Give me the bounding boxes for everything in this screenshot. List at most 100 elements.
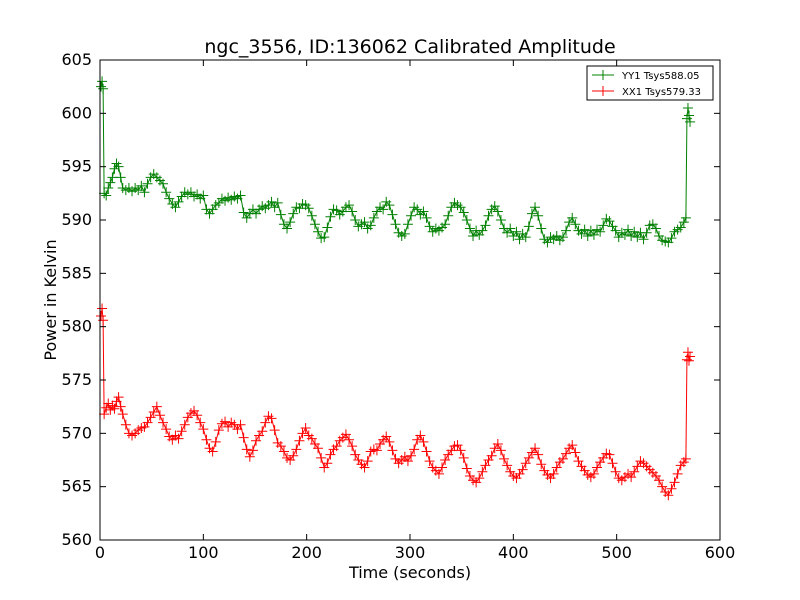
data-point-marker (198, 190, 209, 201)
legend-entries: YY1 Tsys588.05 XX1 Tsys579.33 (592, 70, 701, 98)
data-point-marker (158, 417, 169, 428)
data-point-marker (173, 433, 184, 444)
data-point-marker (461, 463, 472, 474)
data-point-marker (421, 446, 432, 457)
data-point-marker (520, 232, 531, 243)
data-point-marker (632, 461, 643, 472)
data-point-marker (399, 228, 410, 239)
data-point-marker (275, 441, 286, 452)
legend-box (586, 65, 714, 101)
data-point-marker (533, 210, 544, 221)
data-point-marker (238, 207, 249, 218)
data-point-marker (582, 231, 593, 241)
data-point-marker (542, 237, 553, 248)
ticks-layer: 0 100 200 300 400 500 600 560 565 570 575 580 585 590… (61, 50, 735, 562)
x-tick-label: 100 (188, 543, 219, 562)
data-point-marker (350, 215, 361, 225)
data-point-marker (551, 462, 562, 473)
data-point-marker (418, 436, 429, 447)
data-point-marker (247, 445, 258, 456)
data-point-marker (97, 303, 108, 314)
data-point-marker (650, 223, 661, 234)
data-point-marker (610, 225, 621, 236)
y-tick-label: 565 (61, 477, 92, 496)
data-point-marker (607, 458, 618, 469)
data-point-marker (511, 226, 522, 237)
data-point-marker (210, 436, 221, 447)
data-point-marker (567, 440, 578, 451)
y-tick-label: 600 (61, 103, 92, 122)
legend-swatch-marker (598, 86, 608, 96)
data-point-marker (158, 178, 169, 189)
data-point-marker (387, 445, 398, 456)
data-point-marker (592, 462, 603, 473)
data-point-marker (288, 208, 299, 219)
data-point-marker (402, 456, 413, 467)
data-point-marker (101, 190, 112, 201)
data-point-marker (109, 163, 120, 174)
data-point-marker (350, 449, 361, 460)
data-point-marker (461, 215, 472, 225)
data-point-marker (669, 477, 680, 488)
data-point-marker (492, 439, 503, 449)
data-point-marker (319, 232, 330, 243)
data-point-marker (570, 219, 581, 230)
data-point-marker (483, 210, 494, 221)
data-point-marker (170, 202, 181, 213)
data-point-marker (192, 410, 203, 421)
data-point-marker (111, 396, 122, 407)
data-point-marker (309, 219, 320, 230)
data-point-marker (340, 429, 351, 440)
data-point-marker (368, 212, 379, 223)
data-point-marker (440, 455, 451, 465)
data-point-marker (145, 412, 156, 423)
x-tick-label: 600 (705, 543, 736, 562)
data-point-marker (238, 432, 249, 443)
data-point-marker (570, 447, 581, 458)
data-point-marker (288, 450, 299, 461)
data-point-marker (530, 443, 541, 454)
y-tick-label: 560 (61, 530, 92, 549)
data-point-marker (406, 450, 417, 461)
data-point-marker (151, 401, 162, 412)
data-point-marker (684, 355, 694, 366)
data-point-marker (520, 458, 531, 469)
data-point-marker (523, 221, 534, 232)
data-point-marker (115, 401, 126, 412)
data-point-marker (495, 445, 506, 456)
legend-label: XX1 Tsys579.33 (622, 87, 701, 98)
x-tick-label: 0 (95, 543, 105, 562)
data-point-marker (536, 223, 547, 234)
data-point-marker (654, 475, 665, 486)
y-tick-label: 575 (61, 370, 92, 389)
data-point-marker (421, 212, 432, 223)
data-point-marker (663, 490, 674, 501)
data-point-marker (294, 435, 305, 446)
data-point-marker (322, 222, 333, 233)
data-point-marker (672, 468, 683, 479)
data-point-marker (220, 416, 231, 427)
data-point-marker (402, 219, 413, 230)
data-point-marker (514, 234, 525, 245)
data-point-marker (344, 200, 355, 211)
data-point-marker (325, 211, 336, 222)
data-point-marker (251, 435, 262, 446)
data-point-marker (96, 311, 107, 321)
data-point-marker (198, 424, 209, 435)
legend-swatch-marker (598, 70, 608, 80)
x-axis-label: Time (seconds) (348, 563, 471, 582)
data-point-marker (561, 448, 572, 459)
data-point-marker (344, 434, 355, 445)
x-tick-label: 200 (291, 543, 322, 562)
data-point-marker (142, 417, 153, 428)
data-point-marker (557, 232, 568, 243)
data-point-marker (313, 226, 324, 237)
data-point-marker (316, 452, 327, 463)
data-point-marker (604, 449, 615, 460)
data-point-marker (139, 187, 150, 198)
data-point-marker (142, 178, 153, 189)
legend-label: YY1 Tsys588.05 (621, 71, 700, 82)
data-point-marker (458, 452, 469, 463)
data-point-marker (365, 220, 376, 231)
data-point-marker (406, 210, 417, 221)
